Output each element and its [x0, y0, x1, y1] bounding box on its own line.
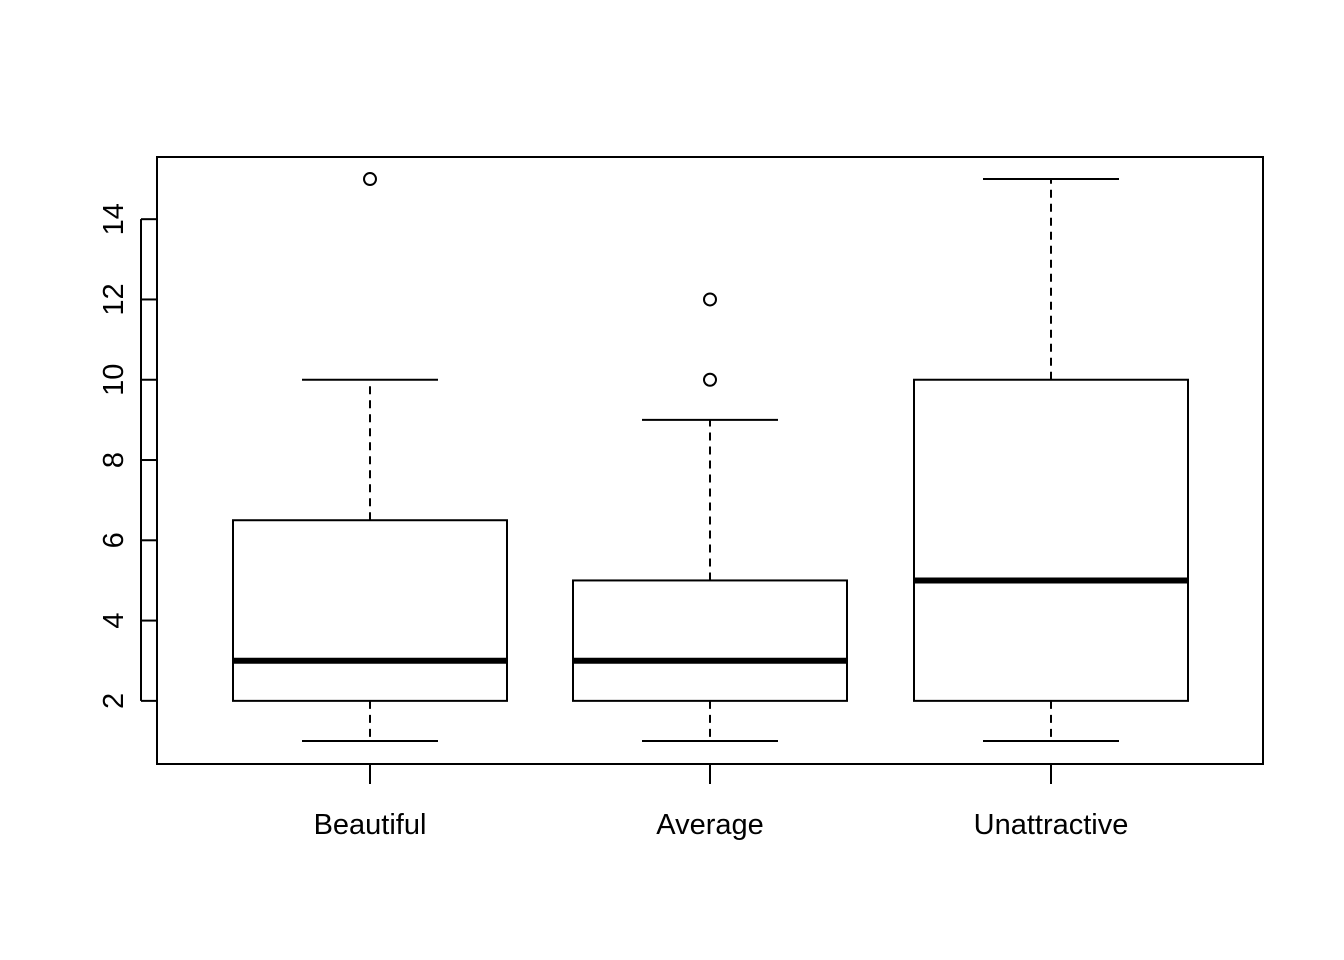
y-tick-label-2: 2	[98, 693, 130, 709]
y-tick-label-12: 12	[98, 283, 130, 315]
x-tick-label-beautiful: Beautiful	[314, 809, 427, 841]
box-beautiful	[232, 172, 508, 742]
boxes-layer	[232, 172, 1189, 742]
box-unattractive	[913, 178, 1189, 742]
x-tick-label-average: Average	[656, 809, 764, 841]
iqr-box-beautiful	[232, 519, 508, 702]
box-average	[572, 292, 848, 742]
y-tick-label-10: 10	[98, 364, 130, 396]
y-axis: 2 4 6 8 10 12 14	[98, 203, 157, 709]
y-tick-label-8: 8	[98, 452, 130, 468]
x-axis: Beautiful Average Unattractive	[314, 763, 1129, 841]
outlier-beautiful-15	[363, 172, 377, 187]
y-tick-label-4: 4	[98, 613, 130, 629]
outlier-average-12	[703, 292, 717, 307]
x-tick-label-unattractive: Unattractive	[974, 809, 1129, 841]
iqr-box-unattractive	[913, 378, 1189, 702]
outlier-average-10	[703, 372, 717, 387]
y-tick-label-14: 14	[98, 203, 130, 235]
y-tick-label-6: 6	[98, 532, 130, 548]
iqr-box-average	[572, 579, 848, 702]
